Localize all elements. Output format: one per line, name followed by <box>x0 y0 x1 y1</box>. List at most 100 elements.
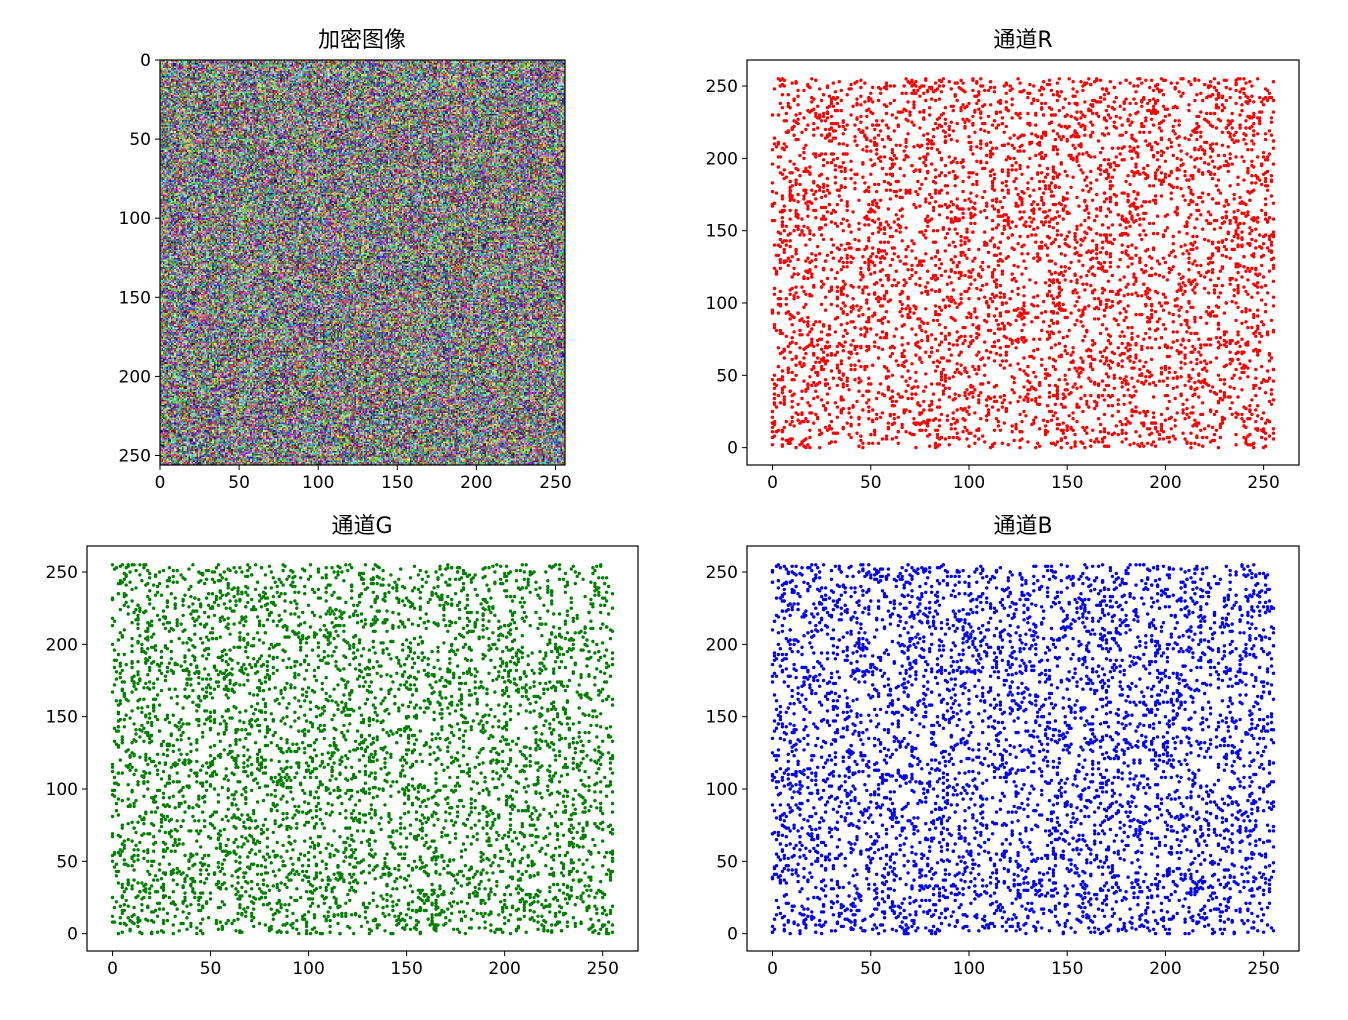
scatter-point <box>975 336 979 340</box>
scatter-point <box>1057 330 1062 334</box>
scatter-point <box>992 441 997 445</box>
scatter-point <box>894 399 898 404</box>
scatter-point <box>1124 382 1128 386</box>
scatter-point <box>996 408 1001 412</box>
scatter-point <box>951 398 955 402</box>
scatter-point <box>1053 237 1058 242</box>
scatter-point <box>812 366 816 370</box>
scatter-point <box>910 268 914 272</box>
scatter-point <box>947 331 951 336</box>
scatter-point <box>851 405 855 409</box>
scatter-point <box>947 443 951 447</box>
scatter-point <box>975 81 979 85</box>
scatter-point <box>888 101 893 106</box>
scatter-point <box>1006 168 1010 172</box>
scatter-point <box>835 383 840 388</box>
scatter-point <box>1193 78 1197 83</box>
scatter-point <box>1055 132 1060 136</box>
scatter-point <box>1224 85 1229 90</box>
scatter-point <box>1175 289 1179 294</box>
scatter-point <box>1163 172 1168 176</box>
scatter-point <box>825 110 830 114</box>
scatter-point <box>1240 244 1244 249</box>
scatter-point <box>1228 406 1232 411</box>
scatter-point <box>1153 194 1158 198</box>
scatter-point <box>1151 104 1156 109</box>
scatter-point <box>794 181 798 185</box>
scatter-point <box>861 445 865 450</box>
scatter-point <box>825 84 830 88</box>
scatter-point <box>770 430 775 434</box>
scatter-point <box>1087 211 1091 215</box>
scatter-point <box>1175 136 1179 140</box>
scatter-point <box>812 283 816 288</box>
scatter-point <box>814 320 818 324</box>
scatter-point <box>1271 279 1276 283</box>
scatter-point <box>819 119 824 123</box>
scatter-point <box>1083 428 1087 432</box>
scatter-point <box>1128 145 1132 149</box>
scatter-point <box>1177 272 1181 276</box>
scatter-point <box>1053 343 1058 347</box>
scatter-point <box>1161 234 1166 239</box>
scatter-point <box>878 278 883 282</box>
scatter-point <box>867 223 871 227</box>
scatter-point <box>873 282 877 286</box>
scatter-point <box>1000 205 1005 210</box>
scatter-point <box>1242 137 1246 142</box>
scatter-point <box>784 224 788 228</box>
scatter-point <box>1148 320 1152 324</box>
scatter-point <box>1138 434 1142 438</box>
scatter-point <box>1177 314 1181 318</box>
scatter-point <box>1045 166 1050 171</box>
scatter-point <box>914 305 918 309</box>
scatter-point <box>990 270 995 275</box>
scatter-point <box>1159 88 1164 93</box>
scatter-point <box>845 93 849 97</box>
scatter-point <box>1075 369 1079 373</box>
scatter-point <box>971 323 975 327</box>
scatter-point <box>1256 77 1260 81</box>
scatter-point <box>1085 150 1089 155</box>
scatter-point <box>1008 136 1012 140</box>
scatter-point <box>1102 191 1107 195</box>
scatter-point <box>829 288 834 292</box>
scatter-point <box>1000 188 1005 192</box>
scatter-point <box>808 411 812 415</box>
scatter-point <box>1041 210 1046 214</box>
scatter-point <box>990 198 995 202</box>
scatter-point <box>1055 321 1060 325</box>
scatter-point <box>825 176 830 181</box>
scatter-point <box>1057 341 1062 346</box>
scatter-point <box>819 367 824 372</box>
scatter-point <box>1002 130 1006 134</box>
scatter-point <box>1159 129 1164 133</box>
scatter-point <box>969 213 973 217</box>
scatter-point <box>971 77 975 81</box>
scatter-point <box>806 204 810 208</box>
scatter-point <box>782 395 786 399</box>
scatter-point <box>1010 163 1014 168</box>
scatter-point <box>1057 214 1062 218</box>
scatter-point <box>1151 380 1156 385</box>
scatter-point <box>969 171 973 175</box>
scatter-point <box>1079 385 1083 389</box>
scatter-point <box>884 104 889 109</box>
scatter-point <box>884 172 889 176</box>
scatter-point <box>1212 218 1217 223</box>
scatter-point <box>947 133 951 137</box>
scatter-point <box>1197 195 1201 200</box>
scatter-point <box>922 389 926 393</box>
scatter-point <box>949 120 953 124</box>
scatter-point <box>784 438 788 443</box>
scatter-point <box>780 146 785 150</box>
scatter-point <box>933 188 938 192</box>
scatter-point <box>1175 156 1179 161</box>
scatter-point <box>859 327 863 331</box>
scatter-point <box>884 84 889 88</box>
scatter-point <box>890 399 895 404</box>
scatter-point <box>912 100 916 104</box>
scatter-point <box>1199 343 1203 347</box>
scatter-point <box>1012 263 1016 268</box>
scatter-point <box>837 124 841 129</box>
